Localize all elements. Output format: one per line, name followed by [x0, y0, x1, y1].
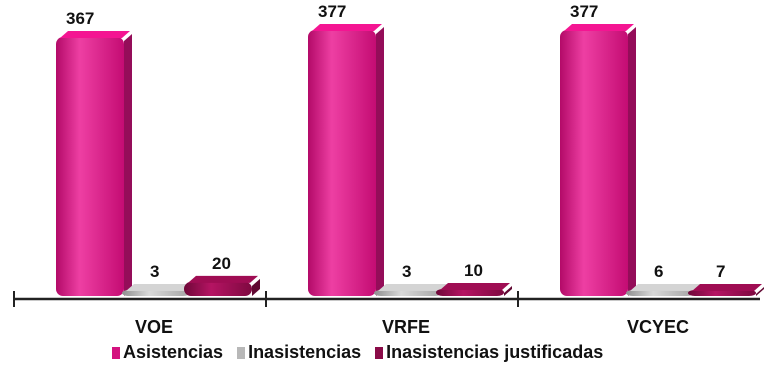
- bar-top: [60, 31, 130, 39]
- legend-label-asistencias: Asistencias: [123, 342, 224, 362]
- category-label-vrfe: VRFE: [382, 317, 430, 337]
- bar-side: [628, 27, 636, 296]
- bar-top: [378, 284, 448, 291]
- x-axis: VOE VRFE VCYEC: [13, 291, 760, 337]
- data-label-vcyec-inasistencias: 6: [654, 262, 663, 281]
- bar-top: [630, 284, 700, 291]
- bar-side: [124, 34, 132, 297]
- data-label-vrfe-asistencias: 377: [318, 2, 346, 21]
- data-label-vcyec-inasistencias-justificadas: 7: [716, 262, 725, 281]
- bar-voe-inasistencias-justificadas: [184, 275, 260, 296]
- bar-front: [308, 30, 376, 296]
- legend-swatch-inasistencias-justificadas: [375, 346, 384, 359]
- bar-voe-asistencias: [56, 31, 132, 297]
- bar-vrfe-asistencias: [308, 24, 384, 296]
- bar-front: [688, 290, 756, 296]
- bar-front: [56, 37, 124, 297]
- legend: Asistencias Inasistencias Inasistencias …: [112, 342, 603, 363]
- bar-vcyec-asistencias: [560, 24, 636, 296]
- bar-top: [440, 282, 510, 290]
- data-label-vcyec-asistencias: 377: [570, 2, 598, 21]
- bar-side: [376, 27, 384, 296]
- bar-front: [122, 290, 190, 296]
- bar-side: [252, 278, 260, 296]
- bar-side: [504, 285, 512, 296]
- data-label-vrfe-inasistencias-justificadas: 10: [464, 261, 483, 280]
- bar-front: [374, 290, 442, 296]
- legend-label-inasistencias-justificadas: Inasistencias justificadas: [386, 342, 604, 362]
- bar-top: [188, 275, 258, 283]
- category-label-voe: VOE: [135, 317, 173, 337]
- data-label-vrfe-inasistencias: 3: [402, 262, 411, 281]
- bar-top: [312, 24, 382, 31]
- bar-front: [560, 30, 628, 296]
- bar-side: [756, 287, 764, 296]
- bar-voe-inasistencias: [122, 284, 198, 296]
- data-label-voe-asistencias: 367: [66, 9, 94, 28]
- legend-item-inasistencias: Inasistencias: [237, 342, 361, 363]
- bar-front: [626, 290, 694, 296]
- bar-vcyec-inasistencias-justificadas: [688, 284, 764, 296]
- data-labels-layer: 367 3 20 377 3 10 377 6 7: [66, 2, 725, 281]
- bar-top: [126, 284, 196, 291]
- legend-swatch-asistencias: [112, 346, 120, 359]
- legend-swatch-inasistencias: [237, 346, 246, 359]
- bar-top: [564, 24, 634, 31]
- legend-label-inasistencias: Inasistencias: [248, 342, 362, 362]
- bar-vrfe-inasistencias-justificadas: [436, 282, 512, 296]
- category-label-vcyec: VCYEC: [627, 317, 689, 337]
- legend-item-asistencias: Asistencias: [112, 342, 223, 363]
- bar-front: [184, 281, 252, 296]
- data-label-voe-inasistencias: 3: [150, 262, 159, 281]
- bars-layer: [56, 24, 764, 297]
- legend-item-inasistencias-justificadas: Inasistencias justificadas: [375, 342, 603, 363]
- bar-vcyec-inasistencias: [626, 284, 702, 296]
- data-label-voe-inasistencias-justificadas: 20: [212, 254, 231, 273]
- bar-front: [436, 288, 504, 296]
- bar-top: [692, 284, 762, 291]
